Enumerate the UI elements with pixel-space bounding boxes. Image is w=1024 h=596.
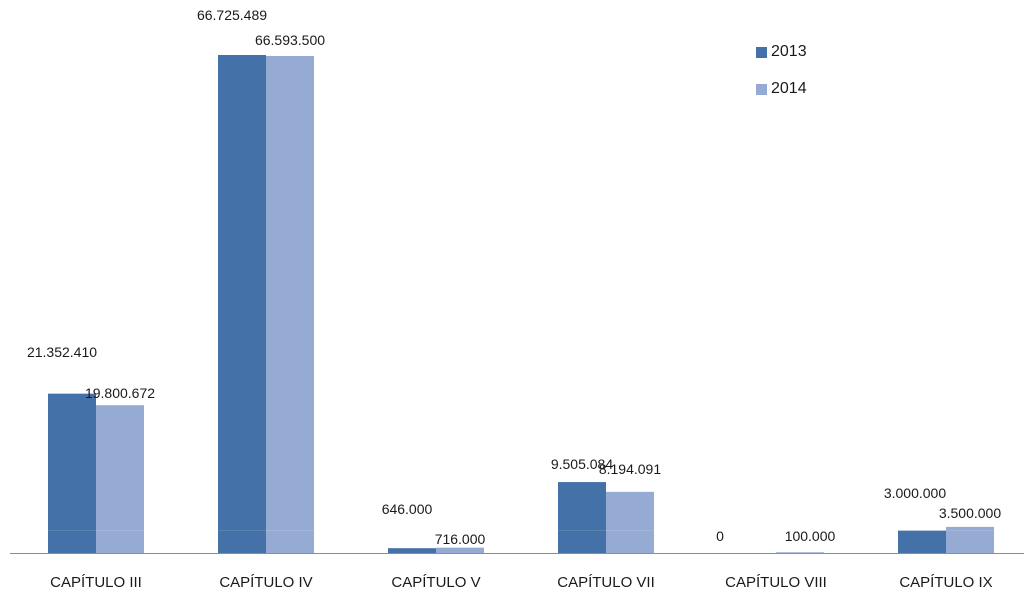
bar-2013-cap-tulo-ix — [898, 530, 946, 553]
legend: 2013 2014 — [756, 42, 807, 116]
legend-item-2014: 2014 — [756, 79, 807, 99]
legend-item-2013: 2013 — [756, 42, 807, 62]
bar-sheen — [266, 530, 314, 531]
data-label-2014-cap-tulo-vii: 8.194.091 — [599, 461, 661, 477]
legend-label-2014: 2014 — [771, 80, 807, 97]
bar-2014-cap-tulo-vii — [606, 491, 654, 553]
data-label-2013-cap-tulo-iii: 21.352.410 — [27, 344, 97, 360]
data-label-2014-cap-tulo-v: 716.000 — [435, 531, 486, 547]
bar-2014-cap-tulo-v — [436, 547, 484, 553]
data-label-2014-cap-tulo-ix: 3.500.000 — [939, 505, 1001, 521]
bar-sheen — [606, 530, 654, 531]
bar-2014-cap-tulo-iv — [266, 55, 314, 554]
category-label-cap-tulo-iii: CAPÍTULO III — [50, 574, 142, 591]
category-label-cap-tulo-ix: CAPÍTULO IX — [899, 574, 992, 591]
data-label-2013-cap-tulo-v: 646.000 — [382, 501, 433, 517]
bar-2014-cap-tulo-ix — [946, 526, 994, 553]
bar-sheen — [558, 530, 606, 531]
category-label-cap-tulo-viii: CAPÍTULO VIII — [725, 574, 827, 591]
bar-sheen — [946, 530, 994, 531]
data-label-2013-cap-tulo-iv: 66.725.489 — [197, 7, 267, 23]
bar-sheen — [218, 530, 266, 531]
bar-sheen — [96, 530, 144, 531]
data-label-2014-cap-tulo-viii: 100.000 — [785, 528, 836, 544]
bar-sheen — [48, 530, 96, 531]
category-label-cap-tulo-vii: CAPÍTULO VII — [557, 574, 655, 591]
bar-2014-cap-tulo-iii — [96, 405, 144, 553]
bar-2014-cap-tulo-viii — [776, 552, 824, 553]
legend-swatch-2014 — [756, 83, 767, 95]
category-label-cap-tulo-v: CAPÍTULO V — [391, 574, 480, 591]
legend-label-2013: 2013 — [771, 43, 807, 60]
bar-2013-cap-tulo-vii — [558, 482, 606, 553]
bar-2013-cap-tulo-v — [388, 548, 436, 553]
bar-2013-cap-tulo-iv — [218, 55, 266, 553]
data-label-2013-cap-tulo-vii: 9.505.084 — [551, 456, 613, 472]
legend-swatch-2013 — [756, 46, 767, 58]
bar-2013-cap-tulo-iii — [48, 393, 96, 553]
data-label-2014-cap-tulo-iii: 19.800.672 — [85, 385, 155, 401]
data-label-2013-cap-tulo-ix: 3.000.000 — [884, 485, 946, 501]
data-label-2013-cap-tulo-viii: 0 — [716, 528, 724, 544]
data-label-2014-cap-tulo-iv: 66.593.500 — [255, 32, 325, 48]
category-label-cap-tulo-iv: CAPÍTULO IV — [219, 574, 312, 591]
